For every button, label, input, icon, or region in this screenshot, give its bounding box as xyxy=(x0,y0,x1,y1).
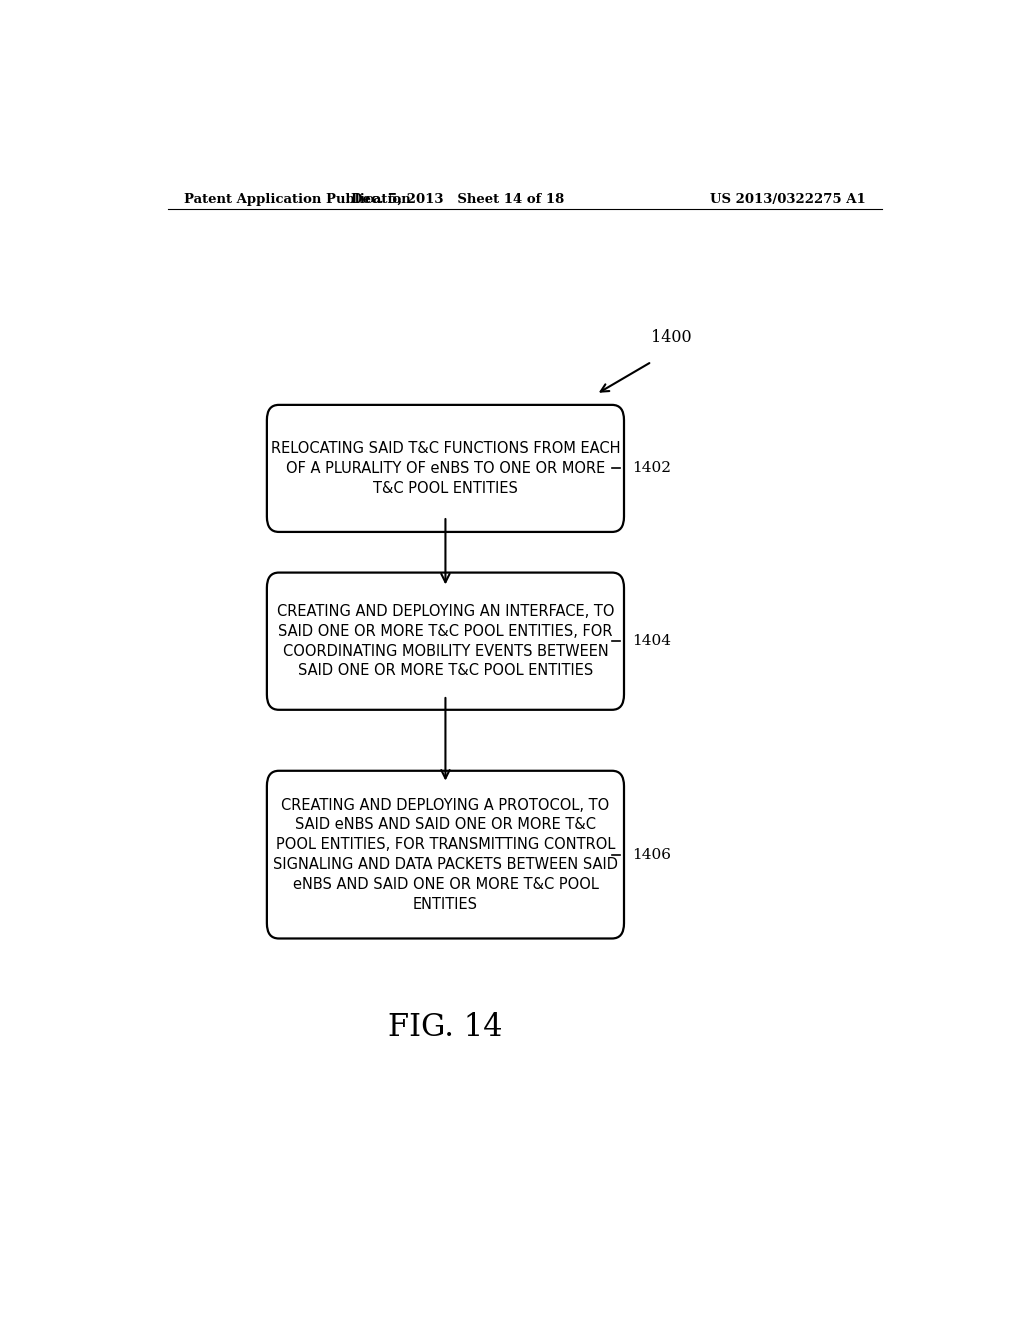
Text: 1404: 1404 xyxy=(632,634,671,648)
Text: CREATING AND DEPLOYING A PROTOCOL, TO
SAID eNBS AND SAID ONE OR MORE T&C
POOL EN: CREATING AND DEPLOYING A PROTOCOL, TO SA… xyxy=(273,797,617,912)
Text: 1402: 1402 xyxy=(632,462,671,475)
Text: Dec. 5, 2013   Sheet 14 of 18: Dec. 5, 2013 Sheet 14 of 18 xyxy=(350,193,564,206)
Text: Patent Application Publication: Patent Application Publication xyxy=(183,193,411,206)
FancyBboxPatch shape xyxy=(267,573,624,710)
Text: 1406: 1406 xyxy=(632,847,671,862)
FancyBboxPatch shape xyxy=(267,771,624,939)
Text: CREATING AND DEPLOYING AN INTERFACE, TO
SAID ONE OR MORE T&C POOL ENTITIES, FOR
: CREATING AND DEPLOYING AN INTERFACE, TO … xyxy=(276,605,614,678)
Text: RELOCATING SAID T&C FUNCTIONS FROM EACH
OF A PLURALITY OF eNBS TO ONE OR MORE
T&: RELOCATING SAID T&C FUNCTIONS FROM EACH … xyxy=(270,441,621,496)
Text: FIG. 14: FIG. 14 xyxy=(388,1012,503,1043)
Text: US 2013/0322275 A1: US 2013/0322275 A1 xyxy=(711,193,866,206)
FancyBboxPatch shape xyxy=(267,405,624,532)
Text: 1400: 1400 xyxy=(651,330,692,346)
